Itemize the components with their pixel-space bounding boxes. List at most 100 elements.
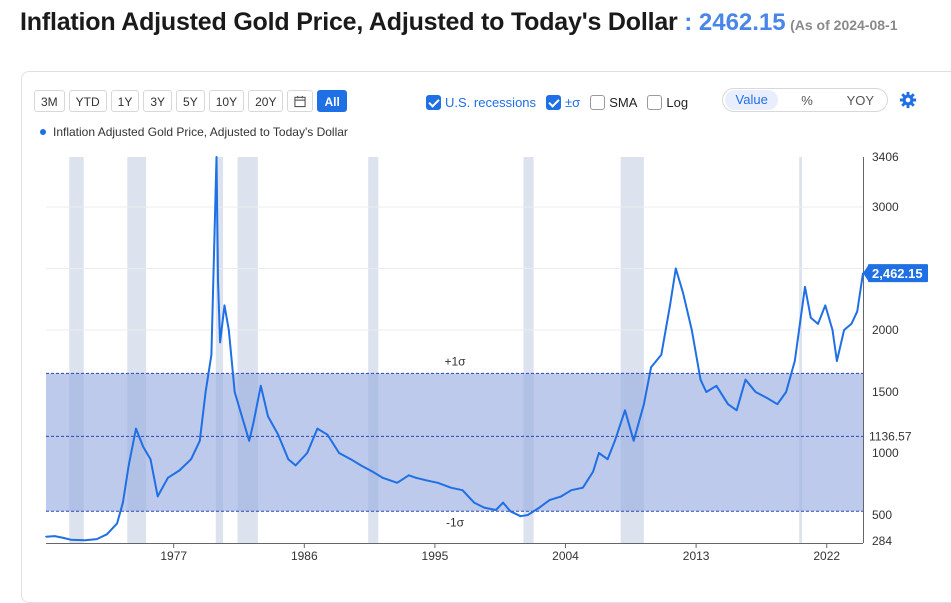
data-point [349, 458, 352, 461]
separator: : [677, 9, 699, 36]
data-point [650, 366, 652, 369]
data-point [248, 440, 250, 442]
mode-yoy-button[interactable]: YOY [846, 92, 875, 108]
data-point [149, 458, 152, 461]
data-point [396, 481, 398, 484]
x-tick-label: 2004 [552, 549, 579, 563]
calendar-button[interactable] [287, 90, 314, 112]
data-point [598, 452, 600, 454]
data-point [856, 310, 858, 313]
range-all-button[interactable]: All [317, 90, 347, 112]
data-point [204, 391, 207, 393]
y-tick-label: 1500 [872, 385, 899, 399]
data-point [744, 378, 747, 381]
data-point [690, 329, 693, 331]
data-point [831, 329, 834, 331]
data-point [495, 509, 497, 511]
data-point [316, 427, 319, 430]
range-3y-button[interactable]: 3Y [143, 90, 173, 112]
log-toggle[interactable]: Log [647, 94, 688, 110]
data-point [843, 329, 845, 331]
mode-percent-button[interactable]: % [801, 92, 813, 108]
data-point [793, 360, 796, 362]
x-tick-label: 1995 [422, 549, 449, 563]
data-point [437, 481, 439, 484]
data-point [560, 495, 562, 498]
sma-label: SMA [609, 94, 638, 110]
data-point [425, 479, 428, 482]
data-point [606, 458, 609, 461]
recessions-label: U.S. recessions [445, 94, 537, 110]
sigma-checkbox[interactable] [546, 94, 562, 110]
range-10y-button[interactable]: 10Y [208, 90, 245, 112]
data-point [548, 499, 551, 501]
y-tick-label: 1000 [872, 446, 899, 460]
range-1y-button[interactable]: 1Y [110, 90, 140, 112]
data-point [669, 304, 671, 307]
page-title: Inflation Adjusted Gold Price, Adjusted … [20, 8, 678, 36]
y-tick-label: 2000 [872, 323, 899, 337]
data-point [632, 440, 635, 442]
chart-options: U.S. recessions ±σ SMA Log [426, 91, 698, 113]
data-point [127, 464, 130, 467]
data-point [219, 341, 221, 344]
data-point [306, 452, 309, 454]
chart-legend[interactable]: Inflation Adjusted Gold Price, Adjusted … [40, 125, 348, 139]
recession-band [799, 157, 803, 543]
data-point [217, 280, 219, 282]
data-point [582, 486, 584, 489]
last-value-tag [868, 264, 928, 283]
gear-icon[interactable] [899, 91, 917, 109]
data-point [502, 501, 504, 504]
mode-value-button[interactable]: Value [725, 90, 779, 110]
data-point [727, 403, 729, 406]
data-point [660, 354, 663, 356]
data-point [509, 510, 512, 513]
calendar-icon [294, 95, 307, 107]
x-tick-label: 1977 [160, 549, 187, 563]
data-point [228, 329, 230, 331]
y-tick-label: 3000 [872, 200, 899, 214]
chart-panel [21, 71, 951, 603]
data-point [95, 538, 98, 540]
y-tick-label: 3406 [872, 150, 899, 164]
range-5y-button[interactable]: 5Y [176, 90, 205, 112]
legend-marker [40, 129, 46, 135]
recessions-checkbox[interactable] [426, 94, 441, 110]
mode-switch: Value % YOY [722, 88, 888, 112]
data-point [252, 421, 255, 424]
upper-sigma-label: +1σ [444, 354, 466, 368]
data-point [526, 514, 529, 516]
log-checkbox[interactable] [647, 94, 663, 110]
data-point [84, 539, 86, 542]
data-point [570, 489, 573, 492]
data-point [715, 385, 718, 387]
data-point [804, 286, 806, 288]
as-of-date: (As of 2024-08-1 [790, 17, 898, 33]
sma-toggle[interactable]: SMA [590, 94, 638, 110]
data-point [223, 304, 226, 307]
data-point [381, 477, 384, 479]
page-title-row: Inflation Adjusted Gold Price, Adjusted … [20, 8, 951, 40]
data-point [817, 323, 819, 325]
range-toolbar: 3M YTD 1Y 3Y 5Y 10Y 20Y All [34, 90, 347, 114]
mean-value-label: 1136.57 [869, 429, 912, 443]
data-point [294, 464, 297, 467]
data-point [142, 446, 145, 448]
data-point [519, 515, 522, 518]
data-point [190, 458, 192, 461]
data-point [277, 433, 279, 436]
range-ytd-button[interactable]: YTD [68, 90, 107, 112]
data-point [53, 535, 56, 537]
data-point [809, 316, 812, 319]
recessions-toggle[interactable]: U.S. recessions [426, 94, 537, 110]
sma-checkbox[interactable] [590, 94, 606, 110]
data-point [45, 535, 47, 538]
last-value-label: 2,462.15 [872, 266, 923, 281]
sigma-toggle[interactable]: ±σ [546, 94, 580, 110]
range-3m-button[interactable]: 3M [34, 90, 65, 112]
data-point [287, 458, 290, 461]
data-point [450, 486, 452, 489]
data-point [483, 506, 486, 509]
range-20y-button[interactable]: 20Y [248, 90, 284, 112]
